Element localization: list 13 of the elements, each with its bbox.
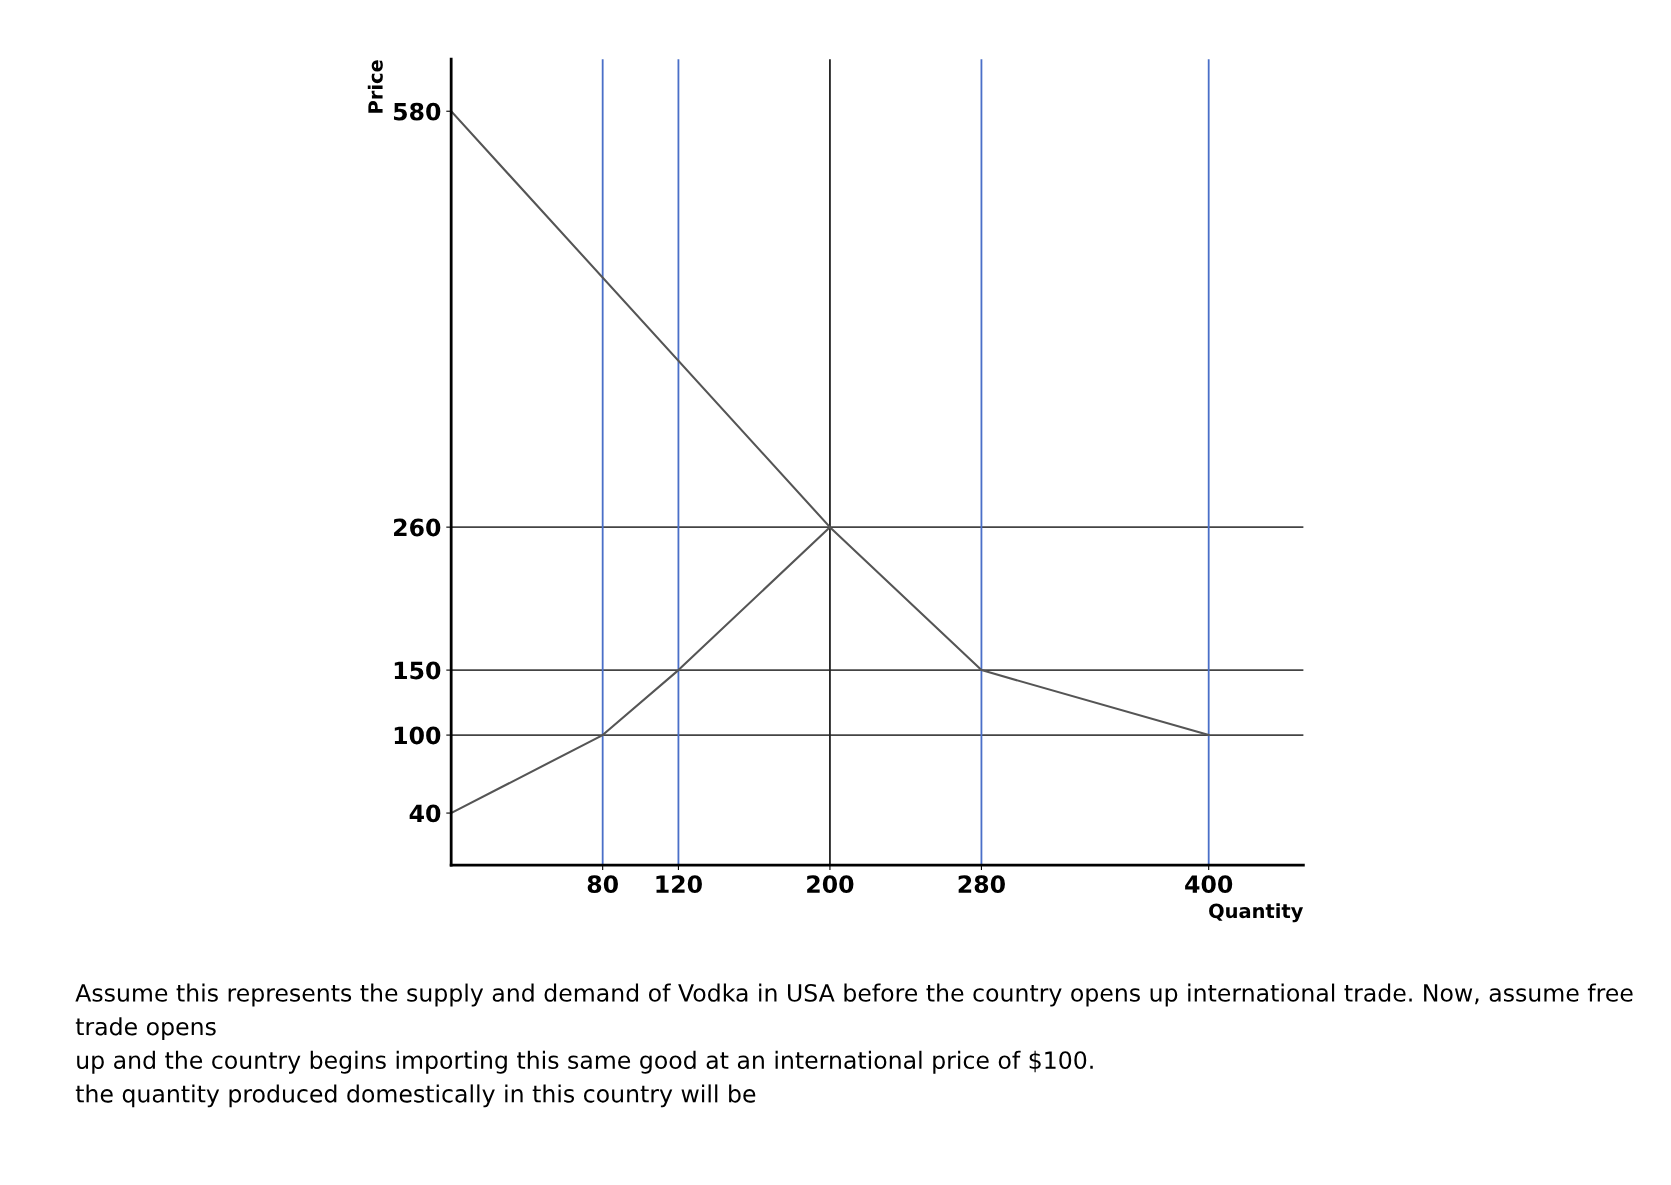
x-tick-label: 80 (587, 875, 618, 894)
y-tick-label: 580 (393, 102, 441, 121)
text: Assume this represents the supply and demand of Vodka in USA before the country opens up international trade. Now, assume free trade opens up and the country begins importing this same good at an international price of $100. the quantity produced domestically in this country will be (75, 983, 1633, 1108)
y-tick-label: 40 (409, 804, 441, 823)
x-tick-label: 200 (807, 875, 854, 894)
y-tick-label: 150 (394, 661, 441, 680)
y-tick-label: 100 (394, 726, 441, 745)
x-tick-label: 400 (1185, 875, 1233, 894)
y-tick-label: 260 (394, 518, 441, 537)
x-tick-label: 280 (958, 875, 1005, 894)
y-axis-title: Price (367, 60, 383, 113)
x-tick-label: 120 (656, 875, 702, 894)
x-axis-title: Quantity (1209, 903, 1304, 923)
